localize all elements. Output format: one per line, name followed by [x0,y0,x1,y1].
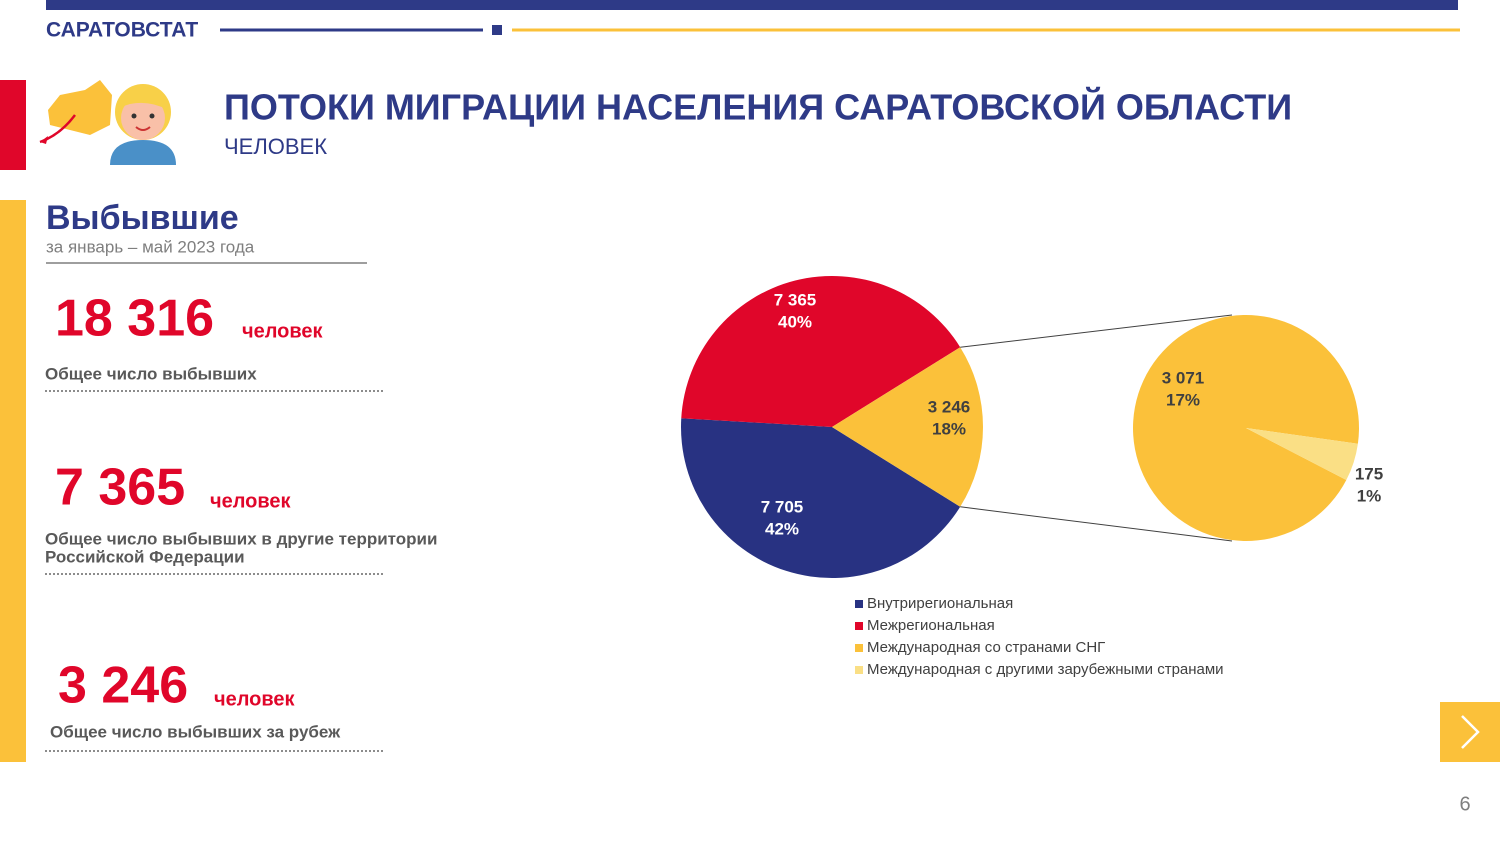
data-label: 3 071 [1162,368,1205,387]
next-button-bg[interactable] [1440,702,1500,762]
legend-label: Международная с другими зарубежными стра… [867,661,1224,678]
stat-unit: человек [242,320,324,342]
section-title: Выбывшие [46,199,239,237]
stat-number: 18 316 [55,290,214,348]
data-label: 1% [1357,486,1382,505]
data-label: 3 246 [928,397,971,416]
stat-unit: человек [210,490,292,512]
org-name: САРАТОВСТАТ [46,19,198,42]
legend-item: Международная со странами СНГ [855,639,1105,656]
chart: 7 705 42% 7 365 40% 3 246 18% 3 071 17% 175 1% Вну… [681,276,1383,678]
legend-swatch [855,666,863,674]
stat-caption: Общее число выбывших в другие территории [45,529,437,548]
data-label: 7 365 [774,290,817,309]
top-bar [46,0,1458,10]
legend-label: Межрегиональная [867,617,995,634]
chevron [1461,715,1480,749]
stat-unit: человек [214,688,296,710]
legend-swatch [855,644,863,652]
legend-item: Международная с другими зарубежными стра… [855,661,1224,678]
data-label: 18% [932,419,966,438]
title: ПОТОКИ МИГРАЦИИ НАСЕЛЕНИЯ САРАТОВСКОЙ ОБ… [224,86,1292,128]
legend-swatch [855,622,863,630]
pie-slice [1132,315,1359,541]
data-label: 175 [1355,464,1383,483]
header-square [492,25,502,35]
pie-slice [832,347,983,507]
section-period: за январь – май 2023 года [46,237,255,256]
accent-bar [0,200,26,762]
stat-caption: Общее число выбывших за рубеж [50,722,341,741]
pie-slice [681,418,961,579]
connector [960,314,1233,348]
pie-slice [681,276,961,427]
data-label: 17% [1166,390,1200,409]
legend-item: Внутрирегиональная [855,595,1013,612]
legend-item: Межрегиональная [855,617,995,634]
subtitle: ЧЕЛОВЕК [224,134,327,159]
legend-label: Международная со странами СНГ [867,639,1105,656]
accent-bar [0,80,26,170]
connector [960,506,1233,542]
legend-swatch [855,600,863,608]
next-button[interactable] [1440,702,1500,762]
stat-number: 7 365 [55,459,185,517]
data-label: 7 705 [761,497,804,516]
page-number: 6 [1459,793,1470,815]
stat-caption: Российской Федерации [45,547,245,566]
data-label: 40% [778,312,812,331]
pie-slice [1246,428,1358,481]
legend-label: Внутрирегиональная [867,595,1013,612]
icon [39,80,176,165]
data-label: 42% [765,519,799,538]
stat-number: 3 246 [58,657,188,715]
stat-caption: Общее число выбывших [45,364,257,383]
